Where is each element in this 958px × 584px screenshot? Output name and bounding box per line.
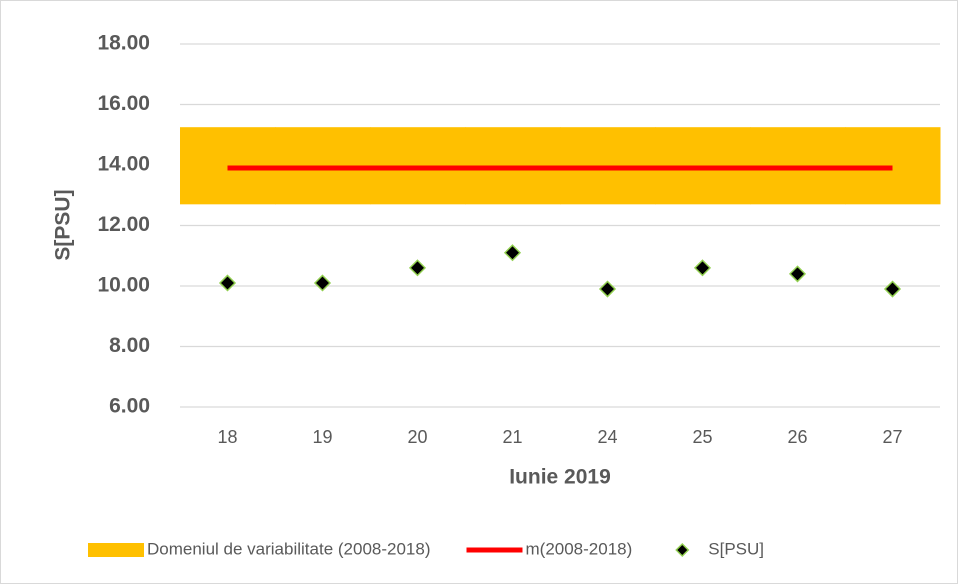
y-tick-label: 10.00 <box>97 274 150 297</box>
y-tick-label: 14.00 <box>97 153 150 176</box>
y-tick-label: 6.00 <box>109 395 150 418</box>
y-tick-label: 12.00 <box>97 213 150 236</box>
y-tick-label: 8.00 <box>109 334 150 357</box>
data-point <box>693 259 712 277</box>
legend-label: m(2008-2018) <box>526 539 633 558</box>
x-axis-label: Iunie 2019 <box>509 466 611 489</box>
x-tick-label: 19 <box>312 427 332 447</box>
data-point <box>598 280 617 298</box>
legend-label: S[PSU] <box>708 539 764 558</box>
data-point <box>503 244 522 262</box>
x-tick-label: 24 <box>597 427 617 447</box>
legend-label: Domeniul de variabilitate (2008-2018) <box>147 539 431 558</box>
x-tick-label: 26 <box>787 427 807 447</box>
y-tick-label: 16.00 <box>97 92 150 115</box>
x-tick-label: 21 <box>502 427 522 447</box>
data-point <box>788 265 807 283</box>
y-tick-label: 18.00 <box>97 32 150 55</box>
x-tick-label: 18 <box>217 427 237 447</box>
data-point <box>883 280 902 298</box>
legend-swatch <box>88 543 144 557</box>
data-point <box>218 274 237 292</box>
data-point <box>408 259 427 277</box>
x-tick-label: 25 <box>692 427 712 447</box>
data-point <box>313 274 332 292</box>
x-tick-label: 20 <box>407 427 427 447</box>
x-tick-label: 27 <box>882 427 902 447</box>
y-axis-label: S[PSU] <box>52 189 75 260</box>
legend-swatch <box>675 542 690 558</box>
